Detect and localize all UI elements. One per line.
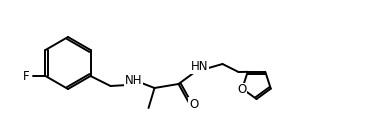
Text: O: O [238, 83, 247, 96]
Text: HN: HN [191, 60, 208, 74]
Text: F: F [23, 69, 29, 83]
Text: O: O [189, 98, 198, 110]
Text: NH: NH [125, 75, 142, 88]
